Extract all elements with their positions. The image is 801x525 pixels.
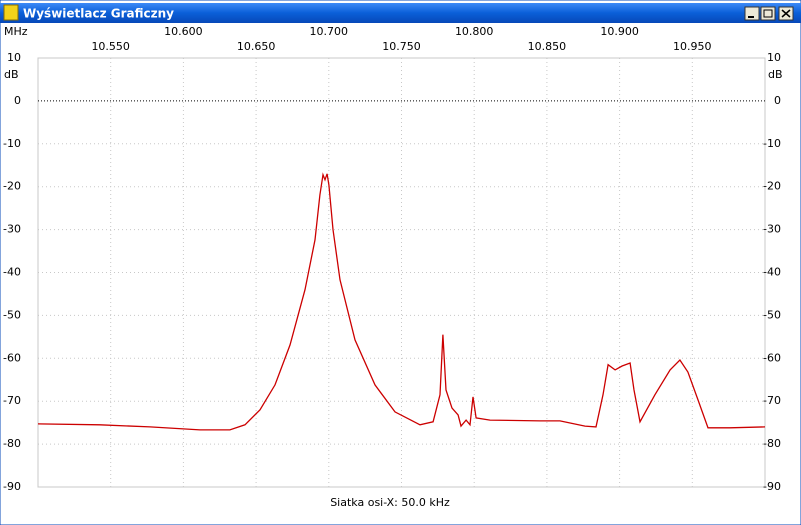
y-tick-label: -70 bbox=[3, 394, 21, 407]
y-tick-label: -20 bbox=[763, 180, 781, 193]
x-tick-label: 10.600 bbox=[164, 25, 203, 38]
minimize-button[interactable] bbox=[744, 6, 760, 21]
x-tick-label: 10.900 bbox=[600, 25, 639, 38]
y-tick-label: -10 bbox=[763, 137, 781, 150]
x-tick-label: 10.750 bbox=[382, 40, 421, 53]
y-unit: dB bbox=[768, 68, 783, 81]
y-tick-label: -40 bbox=[3, 266, 21, 279]
y-tick-label: -80 bbox=[763, 437, 781, 450]
x-tick-label: 10.950 bbox=[673, 40, 712, 53]
y-tick-label: -50 bbox=[763, 308, 781, 321]
x-tick-label: 10.650 bbox=[237, 40, 276, 53]
x-tick-label: 10.850 bbox=[528, 40, 567, 53]
y-tick-label: 0 bbox=[14, 94, 21, 107]
y-tick-label: -70 bbox=[763, 394, 781, 407]
y-tick-label: -60 bbox=[3, 351, 21, 364]
y-tick-label: -20 bbox=[3, 180, 21, 193]
window-title: Wyświetlacz Graficzny bbox=[23, 7, 174, 21]
y-tick-label: -30 bbox=[763, 223, 781, 236]
y-tick-label: -90 bbox=[763, 480, 781, 493]
trace bbox=[37, 172, 766, 431]
x-unit: MHz bbox=[4, 25, 28, 38]
app-icon bbox=[3, 4, 19, 21]
y-tick-label: -40 bbox=[763, 266, 781, 279]
x-tick-label: 10.550 bbox=[91, 40, 130, 53]
x-axis-label: Siatka osi-X: 50.0 kHz bbox=[330, 496, 450, 509]
y-tick-label: -10 bbox=[3, 137, 21, 150]
x-tick-label: 10.700 bbox=[310, 25, 349, 38]
icon bbox=[763, 9, 773, 18]
y-tick-label: -60 bbox=[763, 351, 781, 364]
y-tick-label: -90 bbox=[3, 480, 21, 493]
y-tick-label: -50 bbox=[3, 308, 21, 321]
x-tick-label: 10.800 bbox=[455, 25, 494, 38]
window-buttons[interactable] bbox=[744, 6, 794, 21]
y-tick-label: -30 bbox=[3, 223, 21, 236]
y-unit: dB bbox=[4, 68, 19, 81]
y-tick-label: -80 bbox=[3, 437, 21, 450]
y-tick-label: 0 bbox=[774, 94, 781, 107]
icon bbox=[781, 9, 791, 18]
title-bar bbox=[0, 3, 801, 23]
y-tick-label: 10 bbox=[767, 51, 781, 64]
y-tick-label: 10 bbox=[7, 51, 21, 64]
maximize-button[interactable] bbox=[760, 6, 776, 21]
